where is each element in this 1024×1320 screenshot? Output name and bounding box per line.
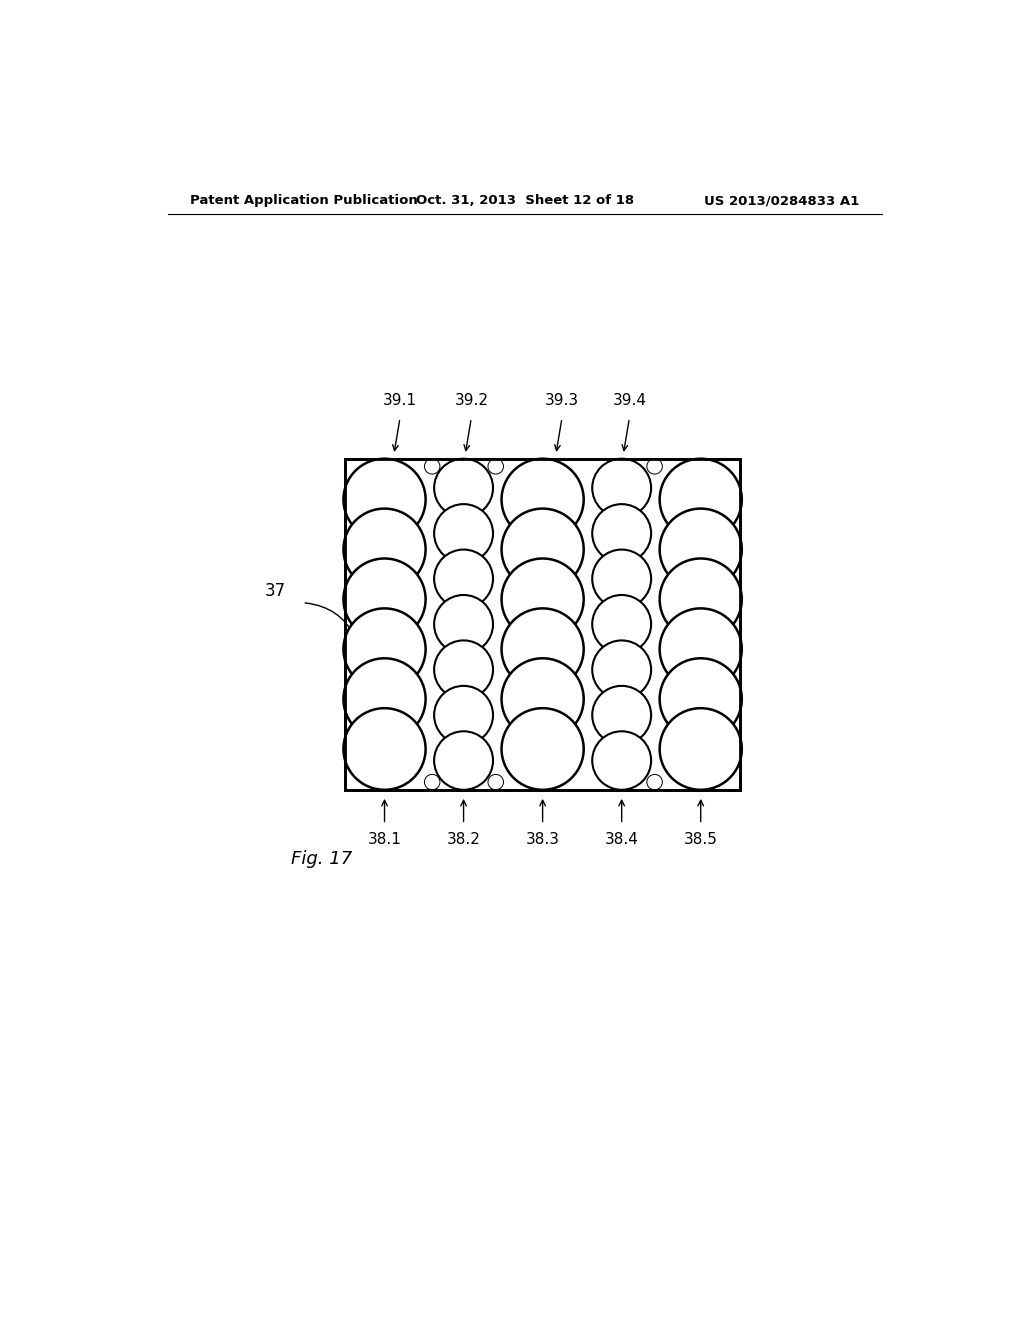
Text: 38.5: 38.5	[684, 833, 718, 847]
Circle shape	[647, 459, 663, 474]
Circle shape	[592, 640, 651, 700]
Circle shape	[434, 731, 493, 789]
Circle shape	[659, 558, 741, 640]
Circle shape	[434, 640, 493, 700]
Circle shape	[434, 549, 493, 609]
Circle shape	[343, 458, 426, 540]
Circle shape	[647, 775, 663, 789]
Circle shape	[343, 708, 426, 789]
Circle shape	[502, 659, 584, 741]
Circle shape	[343, 609, 426, 690]
Circle shape	[502, 458, 584, 540]
Circle shape	[659, 458, 741, 540]
Circle shape	[592, 686, 651, 744]
Circle shape	[434, 595, 493, 653]
Circle shape	[592, 731, 651, 789]
Bar	[345, 459, 740, 789]
Circle shape	[502, 708, 584, 789]
Circle shape	[659, 659, 741, 741]
Text: 38.2: 38.2	[446, 833, 480, 847]
Text: Patent Application Publication: Patent Application Publication	[190, 194, 418, 207]
Circle shape	[592, 504, 651, 562]
Text: US 2013/0284833 A1: US 2013/0284833 A1	[705, 194, 859, 207]
Circle shape	[488, 459, 504, 474]
Text: 39.4: 39.4	[612, 393, 646, 408]
Circle shape	[424, 775, 440, 789]
Circle shape	[502, 558, 584, 640]
Circle shape	[434, 459, 493, 517]
Text: 38.4: 38.4	[605, 833, 639, 847]
Text: 38.3: 38.3	[525, 833, 560, 847]
Circle shape	[592, 549, 651, 609]
Circle shape	[502, 609, 584, 690]
Circle shape	[343, 659, 426, 741]
Circle shape	[343, 508, 426, 590]
Circle shape	[659, 609, 741, 690]
Bar	[345, 459, 740, 789]
Circle shape	[434, 504, 493, 562]
Text: 37: 37	[264, 582, 286, 601]
Circle shape	[592, 459, 651, 517]
Text: 38.1: 38.1	[368, 833, 401, 847]
Circle shape	[659, 508, 741, 590]
Text: Fig. 17: Fig. 17	[291, 850, 352, 869]
Text: 39.1: 39.1	[383, 393, 417, 408]
Circle shape	[343, 558, 426, 640]
Circle shape	[488, 775, 504, 789]
Circle shape	[502, 508, 584, 590]
Circle shape	[424, 459, 440, 474]
Text: 39.2: 39.2	[455, 393, 488, 408]
Text: Oct. 31, 2013  Sheet 12 of 18: Oct. 31, 2013 Sheet 12 of 18	[416, 194, 634, 207]
Circle shape	[592, 595, 651, 653]
Circle shape	[659, 708, 741, 789]
Text: 39.3: 39.3	[545, 393, 579, 408]
Circle shape	[434, 686, 493, 744]
